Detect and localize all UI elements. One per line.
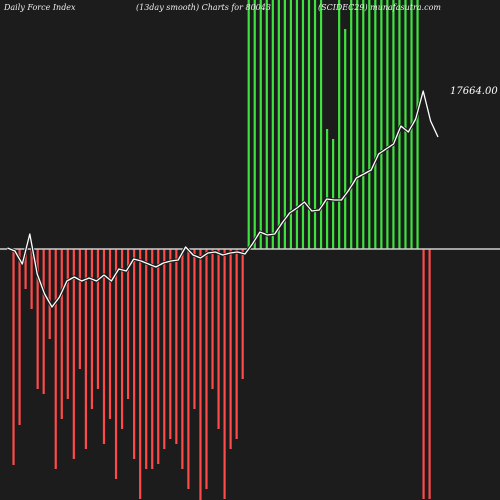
last-value-label: 17664.00 bbox=[450, 86, 498, 97]
force-bar bbox=[108, 249, 112, 419]
force-bar bbox=[259, 0, 262, 249]
force-bar bbox=[253, 0, 256, 249]
force-bar bbox=[163, 249, 166, 449]
force-bar bbox=[18, 249, 21, 425]
force-bar bbox=[235, 249, 238, 439]
force-bar bbox=[12, 249, 15, 465]
force-bar bbox=[374, 0, 377, 249]
force-bar bbox=[404, 0, 407, 249]
force-bar bbox=[175, 249, 178, 444]
force-bar bbox=[295, 0, 299, 249]
chart-source: (SCIDEC29) munafasutra.com bbox=[318, 3, 441, 12]
force-bar bbox=[223, 249, 226, 499]
force-bar bbox=[386, 0, 389, 249]
force-bar bbox=[362, 0, 365, 249]
force-bar bbox=[127, 249, 130, 399]
force-bar bbox=[265, 0, 268, 249]
force-bar bbox=[398, 0, 401, 249]
force-bar bbox=[368, 0, 371, 249]
force-bar bbox=[139, 249, 142, 499]
force-bar bbox=[344, 29, 347, 249]
bars-layer bbox=[12, 0, 431, 500]
force-bar bbox=[313, 0, 317, 249]
force-bar bbox=[307, 0, 311, 249]
force-bar bbox=[42, 249, 45, 394]
force-bar bbox=[319, 0, 323, 249]
chart-title: Daily Force Index bbox=[3, 3, 76, 12]
force-bar bbox=[217, 249, 220, 429]
smooth-line-halo bbox=[6, 89, 440, 309]
force-bar bbox=[48, 249, 51, 339]
force-bar bbox=[350, 0, 353, 249]
force-bar bbox=[392, 0, 395, 249]
force-bar bbox=[24, 249, 27, 289]
force-bar bbox=[211, 249, 214, 389]
force-bar bbox=[151, 249, 154, 469]
force-bar bbox=[90, 249, 94, 409]
force-bar bbox=[84, 249, 87, 449]
line-layer bbox=[6, 89, 440, 309]
force-bar bbox=[241, 249, 244, 379]
force-bar bbox=[422, 249, 425, 499]
force-bar bbox=[247, 0, 250, 249]
force-bar bbox=[187, 249, 190, 489]
force-bar bbox=[72, 249, 75, 459]
force-bar bbox=[60, 249, 63, 419]
force-bar bbox=[199, 249, 202, 500]
force-bar bbox=[289, 0, 293, 249]
force-bar bbox=[356, 0, 359, 249]
force-bar bbox=[193, 249, 196, 409]
force-bar bbox=[181, 249, 184, 469]
force-bar bbox=[301, 0, 305, 249]
force-bar bbox=[416, 0, 419, 249]
force-bar bbox=[338, 0, 341, 249]
smooth-line bbox=[7, 90, 439, 308]
force-bar bbox=[271, 0, 274, 249]
force-bar bbox=[205, 249, 208, 489]
force-bar bbox=[380, 0, 383, 249]
force-bar bbox=[229, 249, 232, 449]
force-bar bbox=[66, 249, 69, 399]
force-bar bbox=[428, 249, 431, 499]
force-bar bbox=[325, 129, 329, 249]
force-bar bbox=[120, 249, 124, 429]
force-bar bbox=[145, 249, 148, 469]
force-bar bbox=[36, 249, 39, 389]
chart-subtitle: (13day smooth) Charts for 80043 bbox=[136, 3, 271, 12]
force-bar bbox=[30, 249, 33, 309]
force-bar bbox=[332, 139, 335, 249]
force-bar bbox=[114, 249, 118, 479]
force-bar bbox=[133, 249, 136, 459]
force-bar bbox=[283, 0, 286, 249]
force-bar bbox=[277, 0, 280, 249]
force-bar bbox=[96, 249, 100, 389]
force-bar bbox=[157, 249, 160, 464]
force-bar bbox=[54, 249, 57, 469]
force-bar bbox=[102, 249, 106, 444]
force-bar bbox=[169, 249, 172, 439]
force-bar bbox=[78, 249, 81, 369]
